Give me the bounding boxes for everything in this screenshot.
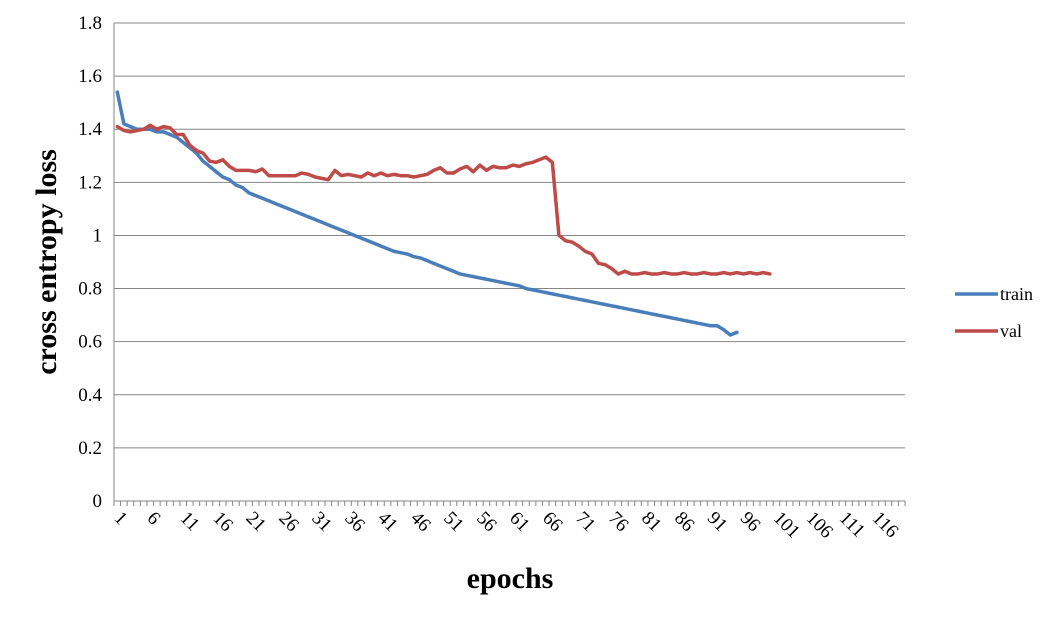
x-tick-labels: 1 6 11 16 21 26 31 36 41 46 51 56 61 66 71 76 81 86 91 96 10…: [110, 508, 903, 543]
gridlines: [114, 22, 905, 449]
x-tick-label: 61: [505, 508, 533, 536]
series-line-val: [115, 123, 772, 276]
x-tick-label: 66: [538, 508, 566, 536]
x-tick-label: 106: [802, 508, 837, 543]
x-tick-label: 86: [670, 508, 698, 536]
x-tick-label: 11: [176, 508, 204, 536]
series-line-train: [115, 90, 739, 337]
legend-label-val: val: [1000, 321, 1022, 341]
x-tick-label: 26: [275, 508, 303, 536]
x-tick-label: 101: [769, 508, 804, 543]
y-tick-label: 1.2: [78, 172, 102, 193]
x-tick-label: 51: [439, 508, 467, 536]
series-lines: [115, 90, 772, 337]
x-tick-label: 116: [868, 508, 903, 543]
x-tick-label: 91: [703, 508, 731, 536]
y-tick-label: 1.4: [78, 119, 102, 140]
y-tick-label: 0.2: [78, 438, 102, 459]
y-tick-label: 0: [93, 491, 103, 512]
legend-label-train: train: [1000, 284, 1033, 304]
y-tick-labels: 0 0.2 0.4 0.6 0.8 1 1.2 1.4 1.6 1.8: [78, 13, 102, 512]
y-axis-title: cross entropy loss: [30, 149, 63, 375]
x-tick-label: 56: [472, 508, 500, 536]
x-tick-label: 16: [209, 508, 237, 536]
x-tick-label: 21: [242, 508, 270, 536]
y-tick-label: 0.8: [78, 279, 102, 300]
x-tick-label: 36: [340, 508, 368, 536]
y-tick-label: 1: [93, 225, 103, 246]
y-tick-label: 0.6: [78, 332, 102, 353]
y-tick-label: 0.4: [78, 385, 102, 406]
x-tick-label: 76: [604, 508, 632, 536]
x-tick-label: 81: [637, 508, 665, 536]
x-tick-label: 1: [110, 508, 132, 530]
x-tick-label: 46: [406, 508, 434, 536]
x-tick-label: 6: [143, 508, 165, 530]
x-tick-label: 31: [308, 508, 336, 536]
y-tick-label: 1.6: [78, 66, 102, 87]
x-tick-label: 71: [571, 508, 599, 536]
x-axis-title: epochs: [467, 562, 554, 595]
legend: train val: [955, 284, 1033, 341]
y-tick-label: 1.8: [78, 13, 102, 34]
axes: [113, 23, 906, 506]
x-tick-label: 41: [373, 508, 401, 536]
x-tick-label: 96: [736, 508, 764, 536]
x-tick-label: 111: [835, 508, 869, 542]
